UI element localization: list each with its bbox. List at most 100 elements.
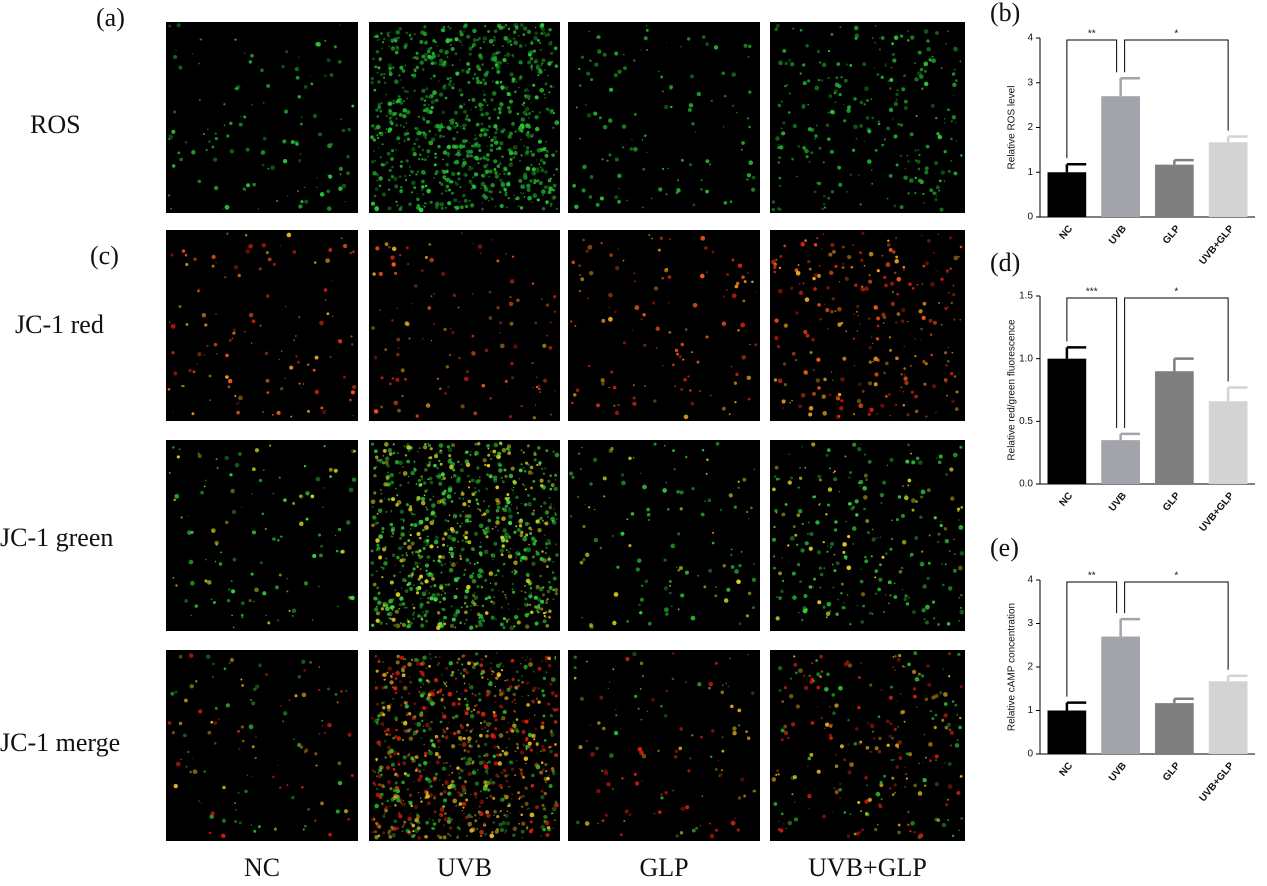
cell-dot	[471, 547, 476, 552]
cell-dot	[251, 467, 256, 472]
cell-dot	[510, 162, 513, 164]
cell-dot	[442, 25, 446, 29]
cell-dot	[485, 689, 490, 694]
cell-dot	[398, 27, 402, 31]
cell-dot	[400, 532, 405, 537]
cell-dot	[481, 63, 484, 66]
cell-dot	[706, 458, 709, 461]
cell-dot	[377, 771, 380, 774]
cell-dot	[172, 576, 175, 579]
cell-dot	[834, 520, 838, 524]
cell-dot	[798, 668, 803, 673]
cell-dot	[779, 208, 782, 211]
cell-dot	[518, 822, 520, 825]
cell-dot	[614, 708, 617, 711]
cell-dot	[859, 740, 863, 744]
cell-dot	[798, 509, 803, 514]
cell-dot	[249, 698, 253, 702]
cell-dot	[187, 515, 189, 517]
cell-dot	[295, 355, 298, 358]
cell-dot	[522, 451, 525, 454]
cell-dot	[860, 286, 865, 292]
cell-dot	[823, 567, 826, 569]
cell-dot	[465, 462, 471, 468]
cell-dot	[396, 500, 402, 505]
cell-dot	[479, 510, 482, 513]
cell-dot	[167, 721, 172, 725]
cell-dot	[471, 45, 474, 48]
cell-dot	[527, 94, 531, 99]
cell-dot	[426, 489, 429, 492]
cell-dot	[434, 656, 437, 658]
cell-dot	[926, 576, 930, 581]
cell-dot	[810, 677, 814, 682]
cell-dot	[274, 585, 279, 590]
cell-dot	[552, 126, 555, 130]
cell-dot	[662, 488, 667, 493]
cell-dot	[376, 586, 380, 590]
cell-dot	[465, 761, 470, 766]
cell-dot	[407, 539, 411, 542]
cell-dot	[482, 90, 485, 92]
cell-dot	[423, 25, 427, 29]
cell-dot	[427, 155, 429, 158]
cell-dot	[891, 519, 893, 522]
cell-dot	[350, 774, 354, 777]
cell-dot	[833, 92, 836, 95]
cell-dot	[512, 721, 515, 724]
cell-dot	[508, 785, 510, 788]
cell-dot	[282, 711, 288, 716]
cell-dot	[509, 321, 514, 326]
cell-dot	[736, 828, 740, 832]
cell-dot	[737, 263, 743, 268]
cell-dot	[804, 239, 807, 242]
cell-dot	[532, 541, 537, 546]
cell-dot	[473, 172, 479, 177]
cell-dot	[406, 90, 409, 94]
cell-dot	[425, 794, 430, 799]
cell-dot	[606, 782, 611, 787]
cell-dot	[410, 512, 412, 514]
cell-dot	[496, 504, 498, 506]
cell-dot	[816, 181, 819, 185]
cell-dot	[869, 683, 873, 687]
cell-dot	[389, 382, 392, 386]
cell-dot	[520, 530, 524, 534]
cell-dot	[411, 73, 417, 78]
cell-dot	[909, 178, 914, 183]
cell-dot	[506, 805, 510, 808]
cell-dot	[395, 200, 398, 203]
cell-dot	[414, 127, 417, 130]
cell-dot	[315, 476, 321, 482]
cell-dot	[385, 765, 391, 770]
cell-dot	[463, 780, 468, 784]
cell-dot	[399, 484, 402, 487]
cell-dot	[829, 705, 831, 708]
cell-dot	[735, 111, 738, 114]
cell-dot	[917, 167, 921, 171]
cell-dot	[457, 576, 461, 580]
cell-dot	[934, 754, 939, 759]
cell-dot	[407, 581, 412, 586]
cell-dot	[479, 81, 483, 84]
cell-dot	[393, 686, 398, 691]
cell-dot	[460, 739, 463, 742]
cell-dot	[384, 808, 388, 813]
cell-dot	[855, 137, 858, 140]
cell-dot	[454, 153, 457, 156]
cell-dot	[443, 327, 447, 332]
cell-dot	[792, 124, 797, 129]
cell-dot	[383, 72, 386, 76]
cell-dot	[796, 563, 801, 567]
cell-dot	[918, 309, 923, 314]
cell-dot	[893, 783, 897, 787]
micrograph	[770, 440, 965, 631]
cell-dot	[461, 232, 463, 234]
cell-dot	[817, 474, 822, 479]
cell-dot	[421, 158, 424, 161]
cell-dot	[443, 706, 445, 708]
cell-dot	[906, 39, 910, 42]
cell-dot	[401, 587, 403, 589]
cell-dot	[278, 358, 281, 361]
cell-dot	[467, 499, 472, 504]
